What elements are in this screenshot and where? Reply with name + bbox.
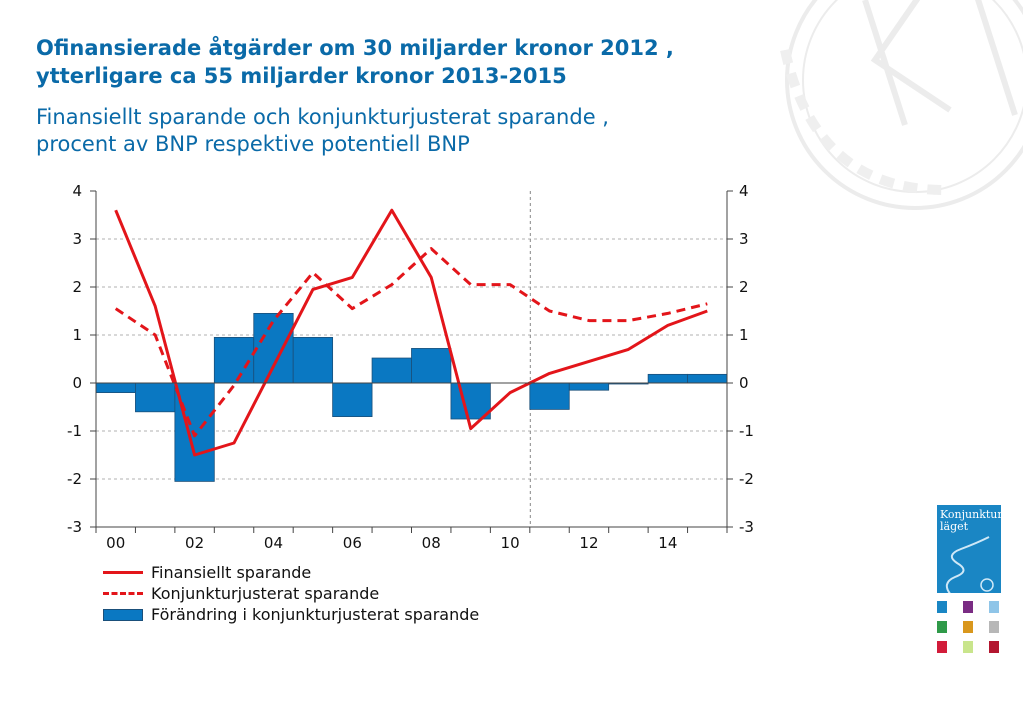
bar-series-layer [95, 312, 728, 482]
bar-2009 [450, 382, 491, 420]
legend-swatch-dashed-line [103, 592, 143, 595]
thumbnail-crimson [989, 641, 999, 653]
bar-2005 [292, 336, 334, 384]
publication-cover-thumbnail: Konjunktur läget [937, 505, 1001, 593]
legend-swatch-bar [103, 608, 143, 621]
x-tick-label: 00 [106, 534, 125, 552]
thumbnail-purple [963, 601, 973, 613]
tick-labels: 4 43 32 21 10 0-1 -1-2 -2-3 -300 02 04 06 08 10 12 14 [67, 182, 754, 552]
y-tick-label-left: -2 [67, 470, 82, 488]
bar-2008 [411, 348, 452, 384]
line-series-layer [114, 208, 708, 457]
chart-subtitle-line-1: Finansiellt sparande och konjunkturjuste… [36, 105, 609, 129]
chart-legend: Finansiellt sparande Konjunkturjusterat … [103, 562, 479, 625]
y-tick-label-right: -2 [739, 470, 754, 488]
thumbnail-lime [963, 641, 973, 653]
line-konjunkturjusterat-sparande [114, 247, 708, 438]
bar-2014 [647, 373, 688, 384]
y-tick-label-right: 4 [739, 182, 749, 200]
legend-label: Finansiellt sparande [151, 563, 312, 582]
thumbnail-blue [937, 601, 947, 613]
x-tick-label: 14 [658, 534, 677, 552]
thumbnail-orange [963, 621, 973, 633]
y-tick-label-right: 1 [739, 326, 749, 344]
y-tick-label-right: 2 [739, 278, 749, 296]
chart-title-line-1: Ofinansierade åtgärder om 30 miljarder k… [36, 36, 674, 60]
bar-2000 [95, 382, 136, 394]
line-finansiellt-sparande [114, 208, 708, 457]
y-tick-label-left: 1 [72, 326, 82, 344]
bar-2001 [135, 382, 176, 413]
thumbnail-red [937, 641, 947, 653]
bar-2007 [371, 357, 412, 384]
y-tick-label-left: -3 [67, 518, 82, 536]
y-tick-label-right: 3 [739, 230, 749, 248]
y-tick-label-left: -1 [67, 422, 82, 440]
thumbnail-lightblue [989, 601, 999, 613]
x-tick-label: 10 [501, 534, 520, 552]
bar-2003 [213, 336, 255, 384]
legend-swatch-solid-line [103, 571, 143, 574]
legend-item-forandring: Förändring i konjunkturjusterat sparande [103, 604, 479, 625]
x-tick-label: 12 [579, 534, 598, 552]
publication-title: Konjunktur läget [940, 508, 1001, 533]
y-tick-label-left: 2 [72, 278, 82, 296]
y-tick-label-left: 0 [72, 374, 82, 392]
chart-title-line-2: ytterligare ca 55 miljarder kronor 2013-… [36, 64, 567, 88]
bar-2015 [687, 373, 728, 384]
y-tick-label-right: -3 [739, 518, 754, 536]
chart-title: Ofinansierade åtgärder om 30 miljarder k… [36, 34, 796, 90]
y-tick-label-left: 3 [72, 230, 82, 248]
bar-2011 [529, 382, 570, 410]
legend-label: Konjunkturjusterat sparande [151, 584, 380, 603]
bar-2012 [568, 382, 610, 391]
x-tick-label: 06 [343, 534, 362, 552]
y-tick-label-right: -1 [739, 422, 754, 440]
x-tick-label: 02 [185, 534, 204, 552]
x-tick-label: 08 [422, 534, 441, 552]
y-tick-label-right: 0 [739, 374, 749, 392]
legend-label: Förändring i konjunkturjusterat sparande [151, 605, 480, 624]
bar-2006 [332, 382, 373, 417]
legend-item-konjunkturjusterat: Konjunkturjusterat sparande [103, 583, 479, 604]
axes [90, 190, 733, 533]
thumbnail-grey [989, 621, 999, 633]
chart-subtitle: Finansiellt sparande och konjunkturjuste… [36, 104, 796, 158]
institute-seal-watermark [780, 0, 1023, 210]
publication-cover-swirl-icon [945, 536, 994, 593]
thumbnail-green [937, 621, 947, 633]
legend-item-finansiellt: Finansiellt sparande [103, 562, 479, 583]
chart-subtitle-line-2: procent av BNP respektive potentiell BNP [36, 132, 470, 156]
bar-2004 [253, 312, 294, 384]
grid-lines [96, 191, 727, 527]
x-tick-label: 04 [264, 534, 283, 552]
y-tick-label-left: 4 [72, 182, 82, 200]
